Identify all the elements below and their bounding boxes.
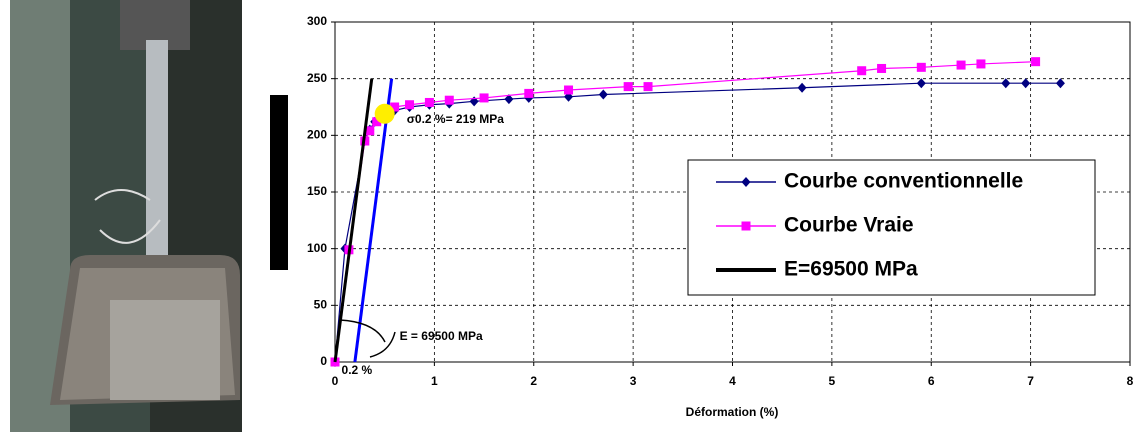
x-axis-label: Déformation (%): [686, 405, 779, 419]
y-tick-label: 50: [314, 298, 328, 312]
marker: [1055, 78, 1065, 89]
x-tick-label: 1: [431, 374, 438, 388]
yield-point: [374, 103, 395, 124]
legend-marker: [741, 177, 751, 187]
x-tick-label: 3: [630, 374, 637, 388]
annotation: E = 69500 MPa: [400, 329, 483, 343]
x-tick-label: 5: [829, 374, 836, 388]
marker: [524, 88, 534, 98]
angle-arc: [369, 331, 396, 358]
marker: [857, 66, 867, 76]
marker: [365, 126, 375, 136]
y-axis-label-redacted: [270, 95, 288, 270]
x-tick-label: 8: [1127, 374, 1133, 388]
marker: [976, 59, 986, 69]
marker: [405, 100, 415, 110]
x-tick-label: 0: [332, 374, 339, 388]
x-tick-label: 4: [729, 374, 736, 388]
legend-label: E=69500 MPa: [784, 258, 918, 281]
marker: [956, 60, 966, 70]
marker: [564, 85, 574, 95]
annotation: 0.2 %: [342, 363, 373, 377]
angle-arc: [339, 319, 386, 343]
legend-label: Courbe conventionnelle: [784, 170, 1023, 193]
marker: [916, 78, 926, 89]
y-tick-label: 100: [307, 241, 327, 255]
marker: [1031, 57, 1041, 67]
marker: [1021, 78, 1031, 89]
yield-label: σ0.2 %= 219 MPa: [407, 112, 505, 126]
y-tick-label: 150: [307, 184, 327, 198]
y-tick-label: 250: [307, 71, 327, 85]
offset-line: [353, 78, 394, 363]
marker: [877, 63, 887, 73]
x-tick-label: 7: [1027, 374, 1034, 388]
marker: [623, 82, 633, 92]
marker: [504, 94, 514, 105]
legend-label: Courbe Vraie: [784, 214, 914, 237]
marker: [372, 117, 382, 127]
marker: [1001, 78, 1011, 89]
y-tick-label: 300: [307, 14, 327, 28]
marker: [916, 62, 926, 72]
marker: [444, 95, 454, 105]
y-tick-label: 0: [320, 354, 327, 368]
marker: [598, 89, 608, 100]
series-line: [333, 78, 374, 363]
marker: [643, 82, 653, 92]
marker: [424, 97, 434, 107]
x-tick-label: 2: [530, 374, 537, 388]
marker: [797, 82, 807, 93]
marker: [390, 102, 400, 112]
x-tick-label: 6: [928, 374, 935, 388]
photo: [10, 0, 242, 432]
marker: [479, 93, 489, 103]
y-tick-label: 200: [307, 128, 327, 142]
legend-marker: [741, 221, 751, 231]
